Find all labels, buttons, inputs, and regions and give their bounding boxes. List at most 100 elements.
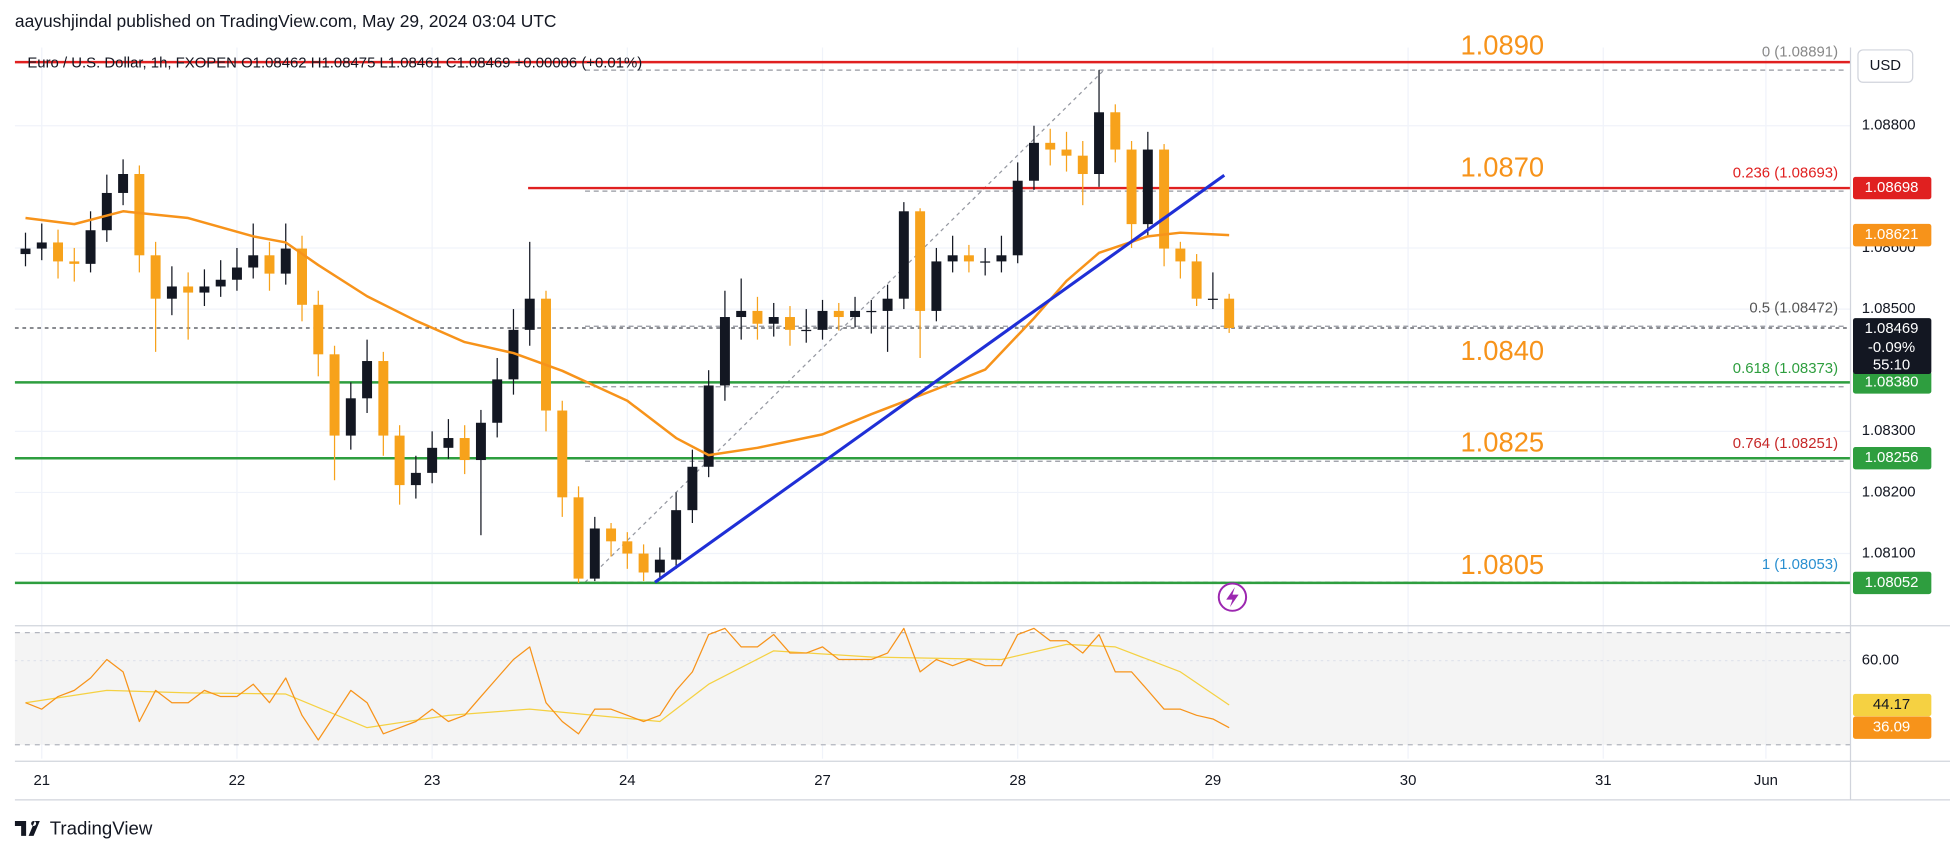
brand: TradingView — [50, 818, 153, 839]
candle-body — [687, 466, 698, 511]
candle-body — [606, 528, 617, 542]
candle-body — [557, 410, 568, 498]
rsi-line — [25, 627, 1230, 741]
candle-body — [1077, 155, 1088, 175]
candle-body — [1191, 261, 1202, 299]
price-label: 1.08698 — [1865, 179, 1919, 196]
candle-body — [508, 329, 519, 380]
candle-body — [1110, 112, 1121, 150]
x-tick-label: 29 — [1205, 772, 1222, 789]
candle-body — [297, 248, 307, 305]
candle-body — [1045, 142, 1056, 150]
price-label: 44.17 — [1873, 696, 1910, 713]
candle-body — [36, 242, 47, 249]
rsi-ma — [25, 643, 1230, 729]
level-annotation: 1.0805 — [1460, 549, 1544, 580]
x-tick-label: 31 — [1595, 772, 1612, 789]
legend: Euro / U.S. Dollar, 1h, FXOPEN O1.08462 … — [27, 55, 642, 72]
x-tick-label: 28 — [1009, 772, 1026, 789]
alert-bolt — [1226, 587, 1239, 608]
candle-body — [785, 317, 795, 330]
x-tick-label: Jun — [1754, 772, 1778, 789]
candle-body — [264, 255, 275, 274]
candle-body — [719, 317, 730, 386]
candle-body — [671, 510, 682, 560]
candle-body — [394, 435, 405, 486]
candle-body — [768, 317, 779, 324]
rsi-tick-label: 60.00 — [1862, 652, 1899, 669]
candle-body — [443, 438, 454, 448]
price-label-box — [1852, 571, 1932, 595]
candle-body — [248, 255, 259, 268]
candle-body — [215, 279, 226, 287]
currency: USD — [1870, 57, 1902, 74]
y-tick-label: 1.08800 — [1862, 117, 1916, 134]
current-price: 1.08469 — [1865, 320, 1919, 337]
fib-label: 0.236 (1.08693) — [1733, 165, 1838, 182]
candle-body — [1094, 112, 1105, 175]
y-tick-label: 1.08500 — [1862, 300, 1916, 317]
candle-body — [492, 379, 503, 423]
level-annotation: 1.0870 — [1460, 152, 1544, 183]
candle-body — [1061, 149, 1072, 156]
publisher: aayushjindal published on TradingView.co… — [15, 11, 557, 31]
candle-body — [638, 553, 649, 573]
x-tick-label: 23 — [424, 772, 441, 789]
candle-body — [53, 242, 64, 262]
candle-body — [1207, 298, 1218, 300]
candle-body — [199, 286, 210, 293]
candle-body — [752, 310, 763, 324]
candle-body — [1175, 248, 1186, 262]
candle-body — [1159, 149, 1170, 249]
rsi-band — [14, 632, 1851, 745]
candle-body — [329, 354, 340, 436]
candle-body — [622, 541, 633, 554]
y-tick-label: 1.08300 — [1862, 422, 1916, 439]
price-label-box — [1852, 176, 1932, 200]
candle-body — [866, 310, 877, 313]
price-label: 36.09 — [1873, 719, 1910, 736]
candle-body — [736, 310, 747, 318]
candle-body — [947, 255, 958, 262]
candle-body — [101, 192, 112, 231]
candle-body — [524, 298, 535, 330]
currency-button[interactable] — [1857, 49, 1914, 83]
x-tick-label: 22 — [229, 772, 246, 789]
countdown: 55:10 — [1873, 356, 1910, 373]
candle-body — [833, 310, 844, 318]
moving-average — [25, 210, 1230, 457]
candle-body — [573, 497, 584, 579]
candle-body — [589, 528, 600, 579]
price-label-box — [1852, 693, 1932, 717]
candle-body — [931, 261, 942, 311]
candle-body — [134, 174, 145, 256]
candle-body — [345, 398, 356, 436]
candle-body — [1142, 149, 1153, 225]
candle-body — [1126, 149, 1137, 225]
candle-body — [1012, 180, 1023, 256]
fib-label: 0 (1.08891) — [1762, 44, 1838, 61]
trendline — [654, 173, 1226, 584]
candle-body — [801, 329, 812, 332]
candle-body — [1028, 142, 1039, 181]
candle-body — [1224, 298, 1235, 329]
candle-body — [850, 310, 861, 318]
fib-diagonal — [584, 69, 1105, 583]
alert-icon[interactable] — [1217, 582, 1248, 612]
candle-body — [541, 298, 551, 411]
price-label-box — [1852, 447, 1932, 470]
price-label: 1.08256 — [1865, 449, 1919, 466]
candle-body — [20, 248, 31, 255]
price-label: 1.08621 — [1865, 226, 1919, 243]
fib-label: 0.618 (1.08373) — [1733, 360, 1838, 377]
y-tick-label: 1.08200 — [1862, 483, 1916, 500]
candle-body — [427, 447, 438, 473]
x-tick-label: 24 — [619, 772, 636, 789]
candle-body — [378, 361, 389, 436]
x-tick-label: 21 — [33, 772, 50, 789]
plot: 21 22 23 24 27 28 29 30 31 Jun1.088001.086001.085… — [14, 29, 1932, 789]
current-price-box — [1852, 318, 1932, 375]
current-change: -0.09% — [1868, 339, 1915, 356]
price-label: 1.08380 — [1865, 373, 1919, 390]
candle-body — [882, 298, 893, 311]
